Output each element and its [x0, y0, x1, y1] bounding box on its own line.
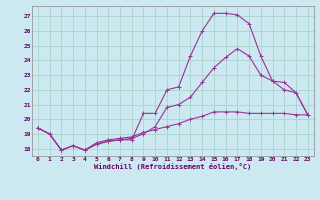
X-axis label: Windchill (Refroidissement éolien,°C): Windchill (Refroidissement éolien,°C)	[94, 163, 252, 170]
